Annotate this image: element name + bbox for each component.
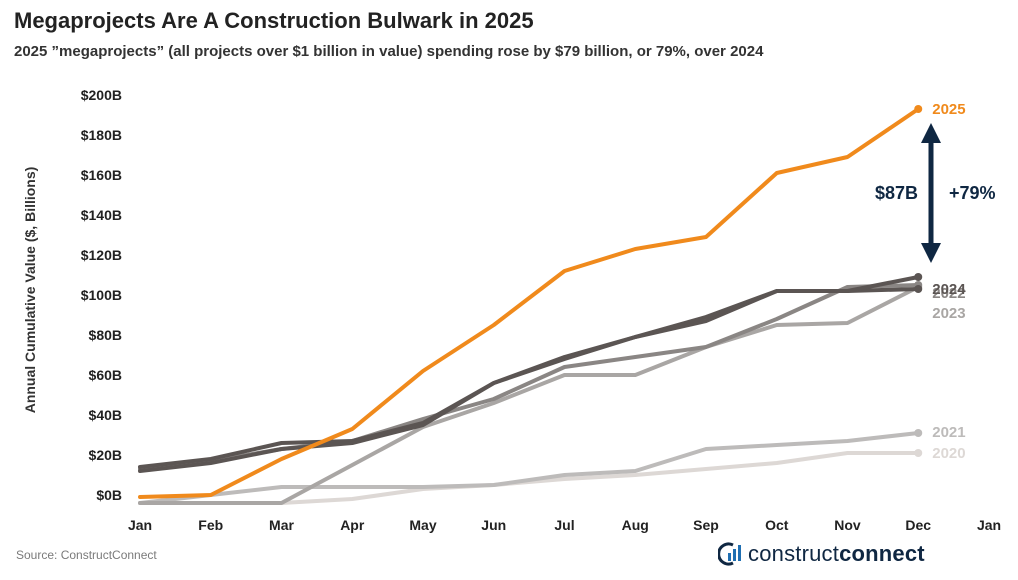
- x-tick-label: Dec: [905, 517, 931, 533]
- logo-text-bold: connect: [839, 541, 925, 566]
- series-end-point-2024: [914, 285, 923, 293]
- growth-percent-label: +79%: [949, 183, 996, 203]
- x-tick-label: Jan: [977, 517, 1001, 533]
- constructconnect-logo: constructconnect: [718, 540, 925, 568]
- y-tick-label: $140B: [81, 207, 122, 223]
- y-tick-label: $40B: [89, 407, 122, 423]
- series-end-point-2021: [914, 429, 923, 437]
- series-label-2025: 2025: [932, 101, 965, 118]
- y-tick-label: $80B: [89, 327, 122, 343]
- source-note: Source: ConstructConnect: [16, 548, 157, 562]
- series-label-2024: 2024: [932, 281, 966, 298]
- y-tick-label: $100B: [81, 287, 122, 303]
- x-tick-label: Sep: [693, 517, 719, 533]
- y-tick-label: $160B: [81, 167, 122, 183]
- logo-text-regular: construct: [748, 541, 840, 566]
- y-tick-label: $60B: [89, 367, 122, 383]
- series-end-point-2025: [914, 105, 923, 113]
- y-tick-label: $200B: [81, 87, 122, 103]
- series-line-2025: [138, 107, 921, 499]
- x-tick-label: Aug: [622, 517, 649, 533]
- y-tick-label: $20B: [89, 447, 122, 463]
- y-tick-label: $120B: [81, 247, 122, 263]
- chart-subtitle: 2025 ”megaprojects” (all projects over $…: [14, 43, 764, 60]
- x-tick-label: Apr: [340, 517, 365, 533]
- x-tick-label: Jun: [481, 517, 506, 533]
- series-line-2021: [138, 431, 921, 505]
- y-tick-label: $180B: [81, 127, 122, 143]
- x-tick-label: May: [409, 517, 436, 533]
- series-label-2021: 2021: [932, 424, 965, 441]
- series-end-point-2020: [914, 449, 923, 457]
- x-tick-label: Jul: [554, 517, 574, 533]
- series-line-2024: [138, 287, 921, 469]
- y-tick-label: $0B: [96, 487, 122, 503]
- series-label-2022: 2022: [932, 285, 965, 302]
- constructconnect-logo-icon: [718, 542, 741, 566]
- x-tick-label: Feb: [198, 517, 223, 533]
- chart-title: Megaprojects Are A Construction Bulwark …: [14, 8, 534, 33]
- growth-arrow-up-head: [921, 123, 941, 143]
- x-tick-label: Mar: [269, 517, 294, 533]
- y-axis-title: Annual Cumulative Value ($, Billions): [22, 167, 38, 414]
- series-line-2023: [138, 285, 921, 505]
- x-tick-label: Oct: [765, 517, 789, 533]
- x-tick-label: Jan: [128, 517, 152, 533]
- series-end-point-2024b: [914, 273, 923, 281]
- x-tick-label: Nov: [834, 517, 861, 533]
- growth-arrow-down-head: [921, 243, 941, 263]
- series-line-2022: [138, 283, 921, 471]
- growth-value-label: $87B: [875, 183, 918, 203]
- series-label-2020: 2020: [932, 445, 965, 462]
- series-label-2023: 2023: [932, 305, 965, 322]
- series-line-2024b: [138, 275, 921, 473]
